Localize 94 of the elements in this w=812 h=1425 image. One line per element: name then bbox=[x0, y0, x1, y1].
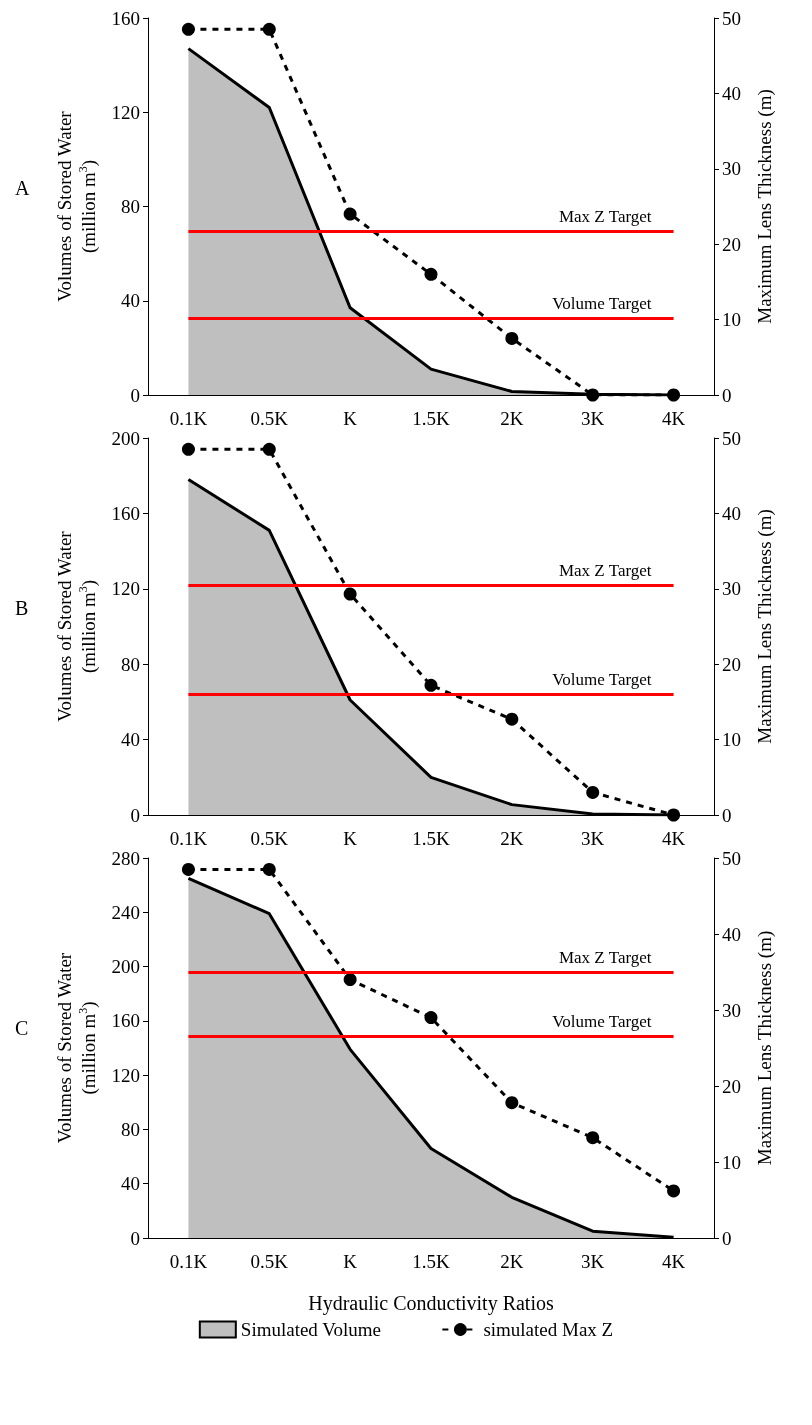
y2-tick-label: 50 bbox=[722, 427, 741, 449]
point bbox=[424, 1011, 438, 1025]
y2-tick-label: 30 bbox=[722, 578, 741, 600]
ref-line-label: Max Z Target bbox=[558, 561, 652, 581]
x-tick-label: 2K bbox=[500, 408, 524, 429]
point bbox=[262, 22, 276, 36]
point bbox=[424, 678, 438, 692]
x-tick-label: 0.5K bbox=[250, 1251, 289, 1272]
y-tick-label: 40 bbox=[121, 729, 140, 751]
ref-line-label: Max Z Target bbox=[558, 207, 652, 227]
x-tick-label: 3K bbox=[581, 1251, 605, 1272]
point bbox=[505, 712, 519, 726]
x-tick-label: 2K bbox=[500, 1251, 524, 1272]
y-tick-label: 40 bbox=[121, 1173, 140, 1195]
text: B bbox=[15, 597, 29, 619]
y2-tick-label: 40 bbox=[722, 502, 741, 524]
y-tick-label: 0 bbox=[130, 804, 140, 826]
x-tick-label: 0.5K bbox=[250, 408, 289, 429]
y-tick-label: 160 bbox=[111, 1010, 140, 1032]
point bbox=[505, 1096, 519, 1110]
y2-tick-label: 10 bbox=[722, 729, 741, 751]
y2-tick-label: 0 bbox=[722, 804, 732, 826]
x-tick-label: 0.5K bbox=[250, 828, 289, 849]
ref-line-label: Volume Target bbox=[552, 1011, 652, 1031]
y-tick-label: 200 bbox=[111, 427, 140, 449]
point bbox=[586, 1131, 600, 1145]
x-tick-label: K bbox=[343, 828, 358, 849]
y-tick-label: 120 bbox=[111, 578, 140, 600]
x-tick-label: 1.5K bbox=[412, 828, 451, 849]
y2-tick-label: 10 bbox=[722, 1151, 741, 1173]
y2-tick-label: 0 bbox=[722, 384, 732, 406]
point bbox=[181, 862, 195, 876]
y-tick-label: 0 bbox=[130, 1227, 140, 1249]
y2-tick-label: 30 bbox=[722, 158, 741, 180]
point bbox=[262, 862, 276, 876]
point bbox=[505, 331, 519, 345]
point bbox=[424, 267, 438, 281]
point bbox=[667, 388, 681, 402]
x-tick-label: 1.5K bbox=[412, 408, 451, 429]
point bbox=[586, 388, 600, 402]
x-tick-label: 0.1K bbox=[169, 1251, 208, 1272]
point bbox=[262, 442, 276, 456]
y2-tick-label: 40 bbox=[722, 82, 741, 104]
x-tick-label: 1.5K bbox=[412, 1251, 451, 1272]
y-tick-label: 120 bbox=[111, 101, 140, 123]
point bbox=[343, 207, 357, 221]
y-tick-label: 200 bbox=[111, 956, 140, 978]
text: A bbox=[15, 177, 30, 199]
y2-tick-label: 0 bbox=[722, 1227, 732, 1249]
y-tick-label: 160 bbox=[111, 502, 140, 524]
x-tick-label: 4K bbox=[661, 1251, 686, 1272]
y-tick-label: 160 bbox=[111, 7, 140, 29]
ref-line-label: Max Z Target bbox=[558, 948, 652, 967]
point bbox=[343, 587, 357, 601]
y-tick-label: 80 bbox=[121, 653, 140, 675]
point bbox=[667, 1184, 681, 1198]
x-tick-label: 4K bbox=[661, 828, 686, 849]
x-tick-label: K bbox=[343, 408, 358, 429]
legend-label: Simulated Volume bbox=[240, 1319, 382, 1340]
x-tick-label: 0.1K bbox=[169, 828, 208, 849]
y2-tick-label: 20 bbox=[722, 1075, 741, 1097]
text: C bbox=[15, 1017, 29, 1039]
y-tick-label: 240 bbox=[111, 901, 140, 923]
x-tick-label: 4K bbox=[661, 408, 686, 429]
y2-tick-label: 20 bbox=[722, 653, 741, 675]
y-tick-label: 120 bbox=[111, 1064, 140, 1086]
y2-tick-label: 50 bbox=[722, 7, 741, 29]
x-tick-label: 2K bbox=[500, 828, 524, 849]
x-tick-label: K bbox=[343, 1251, 358, 1272]
y2-tick-label: 30 bbox=[722, 999, 741, 1021]
y2-tick-label: 40 bbox=[722, 923, 741, 945]
x-tick-label: 3K bbox=[581, 408, 605, 429]
x-tick-label: 3K bbox=[581, 828, 605, 849]
y2-axis-title: Maximum Lens Thickness (m) bbox=[753, 930, 776, 1166]
legend-label: simulated Max Z bbox=[483, 1319, 614, 1340]
y2-tick-label: 50 bbox=[722, 847, 741, 869]
y2-axis-title: Maximum Lens Thickness (m) bbox=[753, 509, 776, 744]
x-tick-label: 0.1K bbox=[169, 408, 208, 429]
y-tick-label: 40 bbox=[121, 290, 140, 312]
y2-axis-title: Maximum Lens Thickness (m) bbox=[753, 89, 776, 324]
y-tick-label: 80 bbox=[121, 196, 140, 217]
point bbox=[181, 442, 195, 456]
point bbox=[667, 808, 681, 822]
point bbox=[586, 785, 600, 799]
y-tick-label: 280 bbox=[111, 847, 140, 869]
y-tick-label: 0 bbox=[130, 384, 140, 406]
y2-tick-label: 20 bbox=[722, 233, 741, 255]
ref-line-label: Volume Target bbox=[552, 670, 652, 690]
point bbox=[181, 22, 195, 36]
y-tick-label: 80 bbox=[121, 1118, 140, 1140]
x-axis-title: Hydraulic Conductivity Ratios bbox=[308, 1292, 554, 1315]
ref-line-label: Volume Target bbox=[552, 294, 652, 314]
y2-tick-label: 10 bbox=[722, 309, 741, 331]
point bbox=[343, 973, 357, 987]
